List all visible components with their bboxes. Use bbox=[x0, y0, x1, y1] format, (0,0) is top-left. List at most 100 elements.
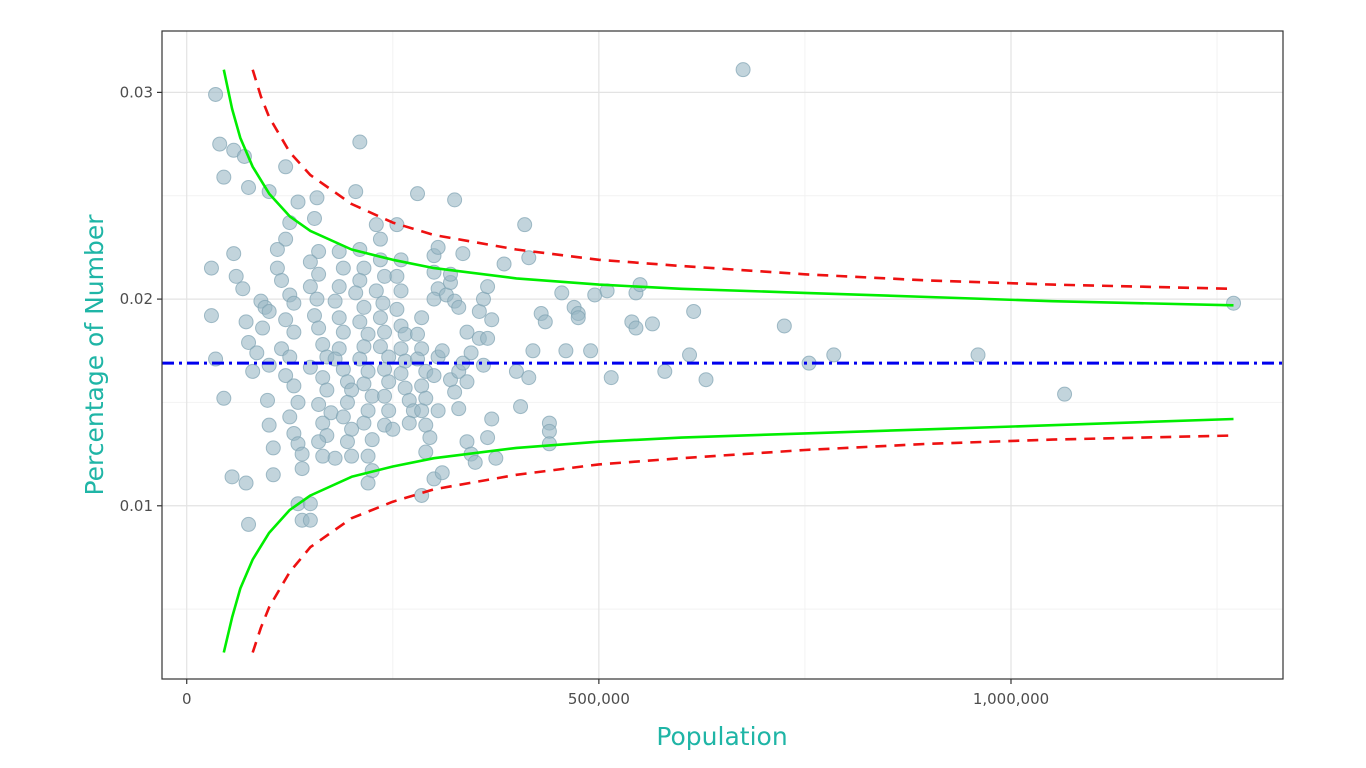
data-point bbox=[241, 179, 257, 195]
data-point bbox=[389, 301, 405, 317]
x-axis-title: Population bbox=[656, 722, 787, 751]
data-point bbox=[372, 231, 388, 247]
data-point bbox=[335, 409, 351, 425]
data-point bbox=[294, 446, 310, 462]
data-point bbox=[587, 287, 603, 303]
data-point bbox=[451, 401, 467, 417]
data-point bbox=[735, 62, 751, 78]
data-point bbox=[451, 299, 467, 315]
data-point bbox=[434, 465, 450, 481]
data-point bbox=[480, 430, 496, 446]
data-point bbox=[389, 268, 405, 284]
data-point bbox=[306, 210, 322, 226]
data-point bbox=[480, 279, 496, 295]
data-point bbox=[385, 421, 401, 437]
data-point bbox=[306, 308, 322, 324]
data-point bbox=[309, 190, 325, 206]
data-point bbox=[208, 86, 224, 102]
data-point bbox=[235, 281, 251, 297]
data-point bbox=[471, 303, 487, 319]
data-point bbox=[348, 285, 364, 301]
data-point bbox=[286, 324, 302, 340]
data-point bbox=[368, 283, 384, 299]
data-point bbox=[269, 241, 285, 257]
data-point bbox=[459, 374, 475, 390]
data-point bbox=[356, 415, 372, 431]
data-point bbox=[434, 343, 450, 359]
data-point bbox=[311, 320, 327, 336]
data-point bbox=[418, 444, 434, 460]
data-point bbox=[422, 430, 438, 446]
data-point bbox=[525, 343, 541, 359]
data-point bbox=[418, 417, 434, 433]
data-point bbox=[290, 194, 306, 210]
x-tick-label: 0 bbox=[182, 690, 192, 708]
data-point bbox=[1226, 295, 1242, 311]
data-point bbox=[644, 316, 660, 332]
data-point bbox=[463, 345, 479, 361]
data-point bbox=[278, 368, 294, 384]
data-point bbox=[521, 370, 537, 386]
data-point bbox=[339, 434, 355, 450]
x-tick-label: 1,000,000 bbox=[973, 690, 1049, 708]
data-point bbox=[776, 318, 792, 334]
data-point bbox=[265, 467, 281, 483]
data-point bbox=[278, 312, 294, 328]
data-point bbox=[517, 217, 533, 233]
data-point bbox=[309, 291, 325, 307]
data-point bbox=[360, 475, 376, 491]
data-point bbox=[360, 448, 376, 464]
data-point bbox=[356, 299, 372, 315]
data-point bbox=[484, 312, 500, 328]
data-point bbox=[261, 357, 277, 373]
data-point bbox=[290, 394, 306, 410]
data-point bbox=[381, 374, 397, 390]
y-tick-label: 0.02 bbox=[120, 290, 153, 308]
axis-ticks: 0 500,000 1,000,000 0.01 0.02 0.03 bbox=[120, 83, 1050, 708]
data-point bbox=[521, 250, 537, 266]
data-point bbox=[970, 347, 986, 363]
data-point bbox=[255, 320, 271, 336]
data-point bbox=[216, 169, 232, 185]
data-point bbox=[339, 394, 355, 410]
data-point bbox=[393, 365, 409, 381]
data-point bbox=[418, 390, 434, 406]
data-point bbox=[459, 434, 475, 450]
data-point bbox=[286, 378, 302, 394]
data-point bbox=[216, 390, 232, 406]
data-point bbox=[393, 283, 409, 299]
data-point bbox=[356, 376, 372, 392]
data-point bbox=[426, 368, 442, 384]
data-point bbox=[513, 399, 529, 415]
data-point bbox=[327, 293, 343, 309]
data-point bbox=[488, 450, 504, 466]
data-point bbox=[261, 303, 277, 319]
y-tick-label: 0.03 bbox=[120, 83, 153, 101]
data-point bbox=[410, 186, 426, 202]
data-point bbox=[344, 382, 360, 398]
lower-outer-limit bbox=[251, 434, 1234, 653]
data-point bbox=[397, 353, 413, 369]
data-point bbox=[397, 380, 413, 396]
data-point bbox=[269, 260, 285, 276]
upper-outer-limit bbox=[251, 69, 1234, 291]
data-point bbox=[475, 357, 491, 373]
data-point bbox=[508, 363, 524, 379]
data-point bbox=[447, 192, 463, 208]
data-point bbox=[826, 347, 842, 363]
data-point bbox=[372, 339, 388, 355]
data-point bbox=[375, 295, 391, 311]
data-point bbox=[381, 403, 397, 419]
data-point bbox=[537, 314, 553, 330]
data-point bbox=[570, 310, 586, 326]
plot-background bbox=[76, 0, 1291, 768]
data-point bbox=[356, 339, 372, 355]
data-point bbox=[698, 372, 714, 388]
data-point bbox=[414, 403, 430, 419]
data-point bbox=[475, 291, 491, 307]
data-point bbox=[426, 291, 442, 307]
data-point bbox=[344, 421, 360, 437]
data-point bbox=[410, 326, 426, 342]
data-point bbox=[282, 409, 298, 425]
